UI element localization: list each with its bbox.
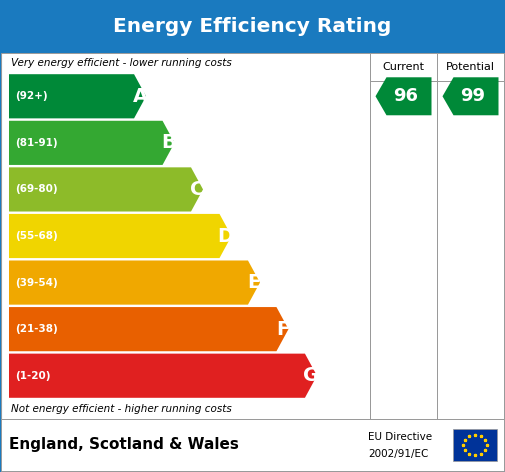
Polygon shape [9, 261, 260, 304]
Polygon shape [9, 354, 317, 398]
Text: 99: 99 [460, 87, 485, 105]
Text: Very energy efficient - lower running costs: Very energy efficient - lower running co… [11, 58, 232, 68]
Text: 96: 96 [393, 87, 418, 105]
Bar [370, 81, 437, 419]
Polygon shape [9, 121, 175, 165]
Text: Not energy efficient - higher running costs: Not energy efficient - higher running co… [11, 404, 232, 414]
Text: D: D [218, 227, 233, 245]
Text: EU Directive: EU Directive [368, 432, 432, 442]
Polygon shape [9, 214, 231, 258]
Text: A: A [132, 87, 147, 106]
Text: (21-38): (21-38) [15, 324, 58, 334]
Polygon shape [9, 307, 288, 351]
Bar [437, 81, 504, 419]
Bar [437, 53, 504, 81]
Bar [1, 1, 504, 53]
Text: E: E [247, 273, 261, 292]
Text: Potential: Potential [446, 62, 495, 72]
Text: C: C [190, 180, 204, 199]
Text: (69-80): (69-80) [15, 185, 58, 194]
Text: F: F [276, 320, 289, 338]
Bar [1, 419, 504, 471]
Text: (81-91): (81-91) [15, 138, 58, 148]
Text: England, Scotland & Wales: England, Scotland & Wales [9, 438, 239, 453]
Bar [1, 53, 370, 419]
Text: G: G [303, 366, 319, 385]
Polygon shape [9, 168, 203, 211]
Text: Energy Efficiency Rating: Energy Efficiency Rating [113, 17, 392, 36]
Polygon shape [9, 74, 146, 118]
Text: Current: Current [382, 62, 425, 72]
Text: (1-20): (1-20) [15, 371, 50, 381]
Text: (92+): (92+) [15, 91, 47, 101]
Bar [370, 53, 437, 81]
Polygon shape [376, 77, 431, 115]
Polygon shape [442, 77, 498, 115]
Text: 2002/91/EC: 2002/91/EC [368, 449, 428, 459]
Text: B: B [161, 134, 176, 152]
Text: (39-54): (39-54) [15, 278, 58, 287]
Bar [453, 429, 497, 461]
Text: (55-68): (55-68) [15, 231, 58, 241]
